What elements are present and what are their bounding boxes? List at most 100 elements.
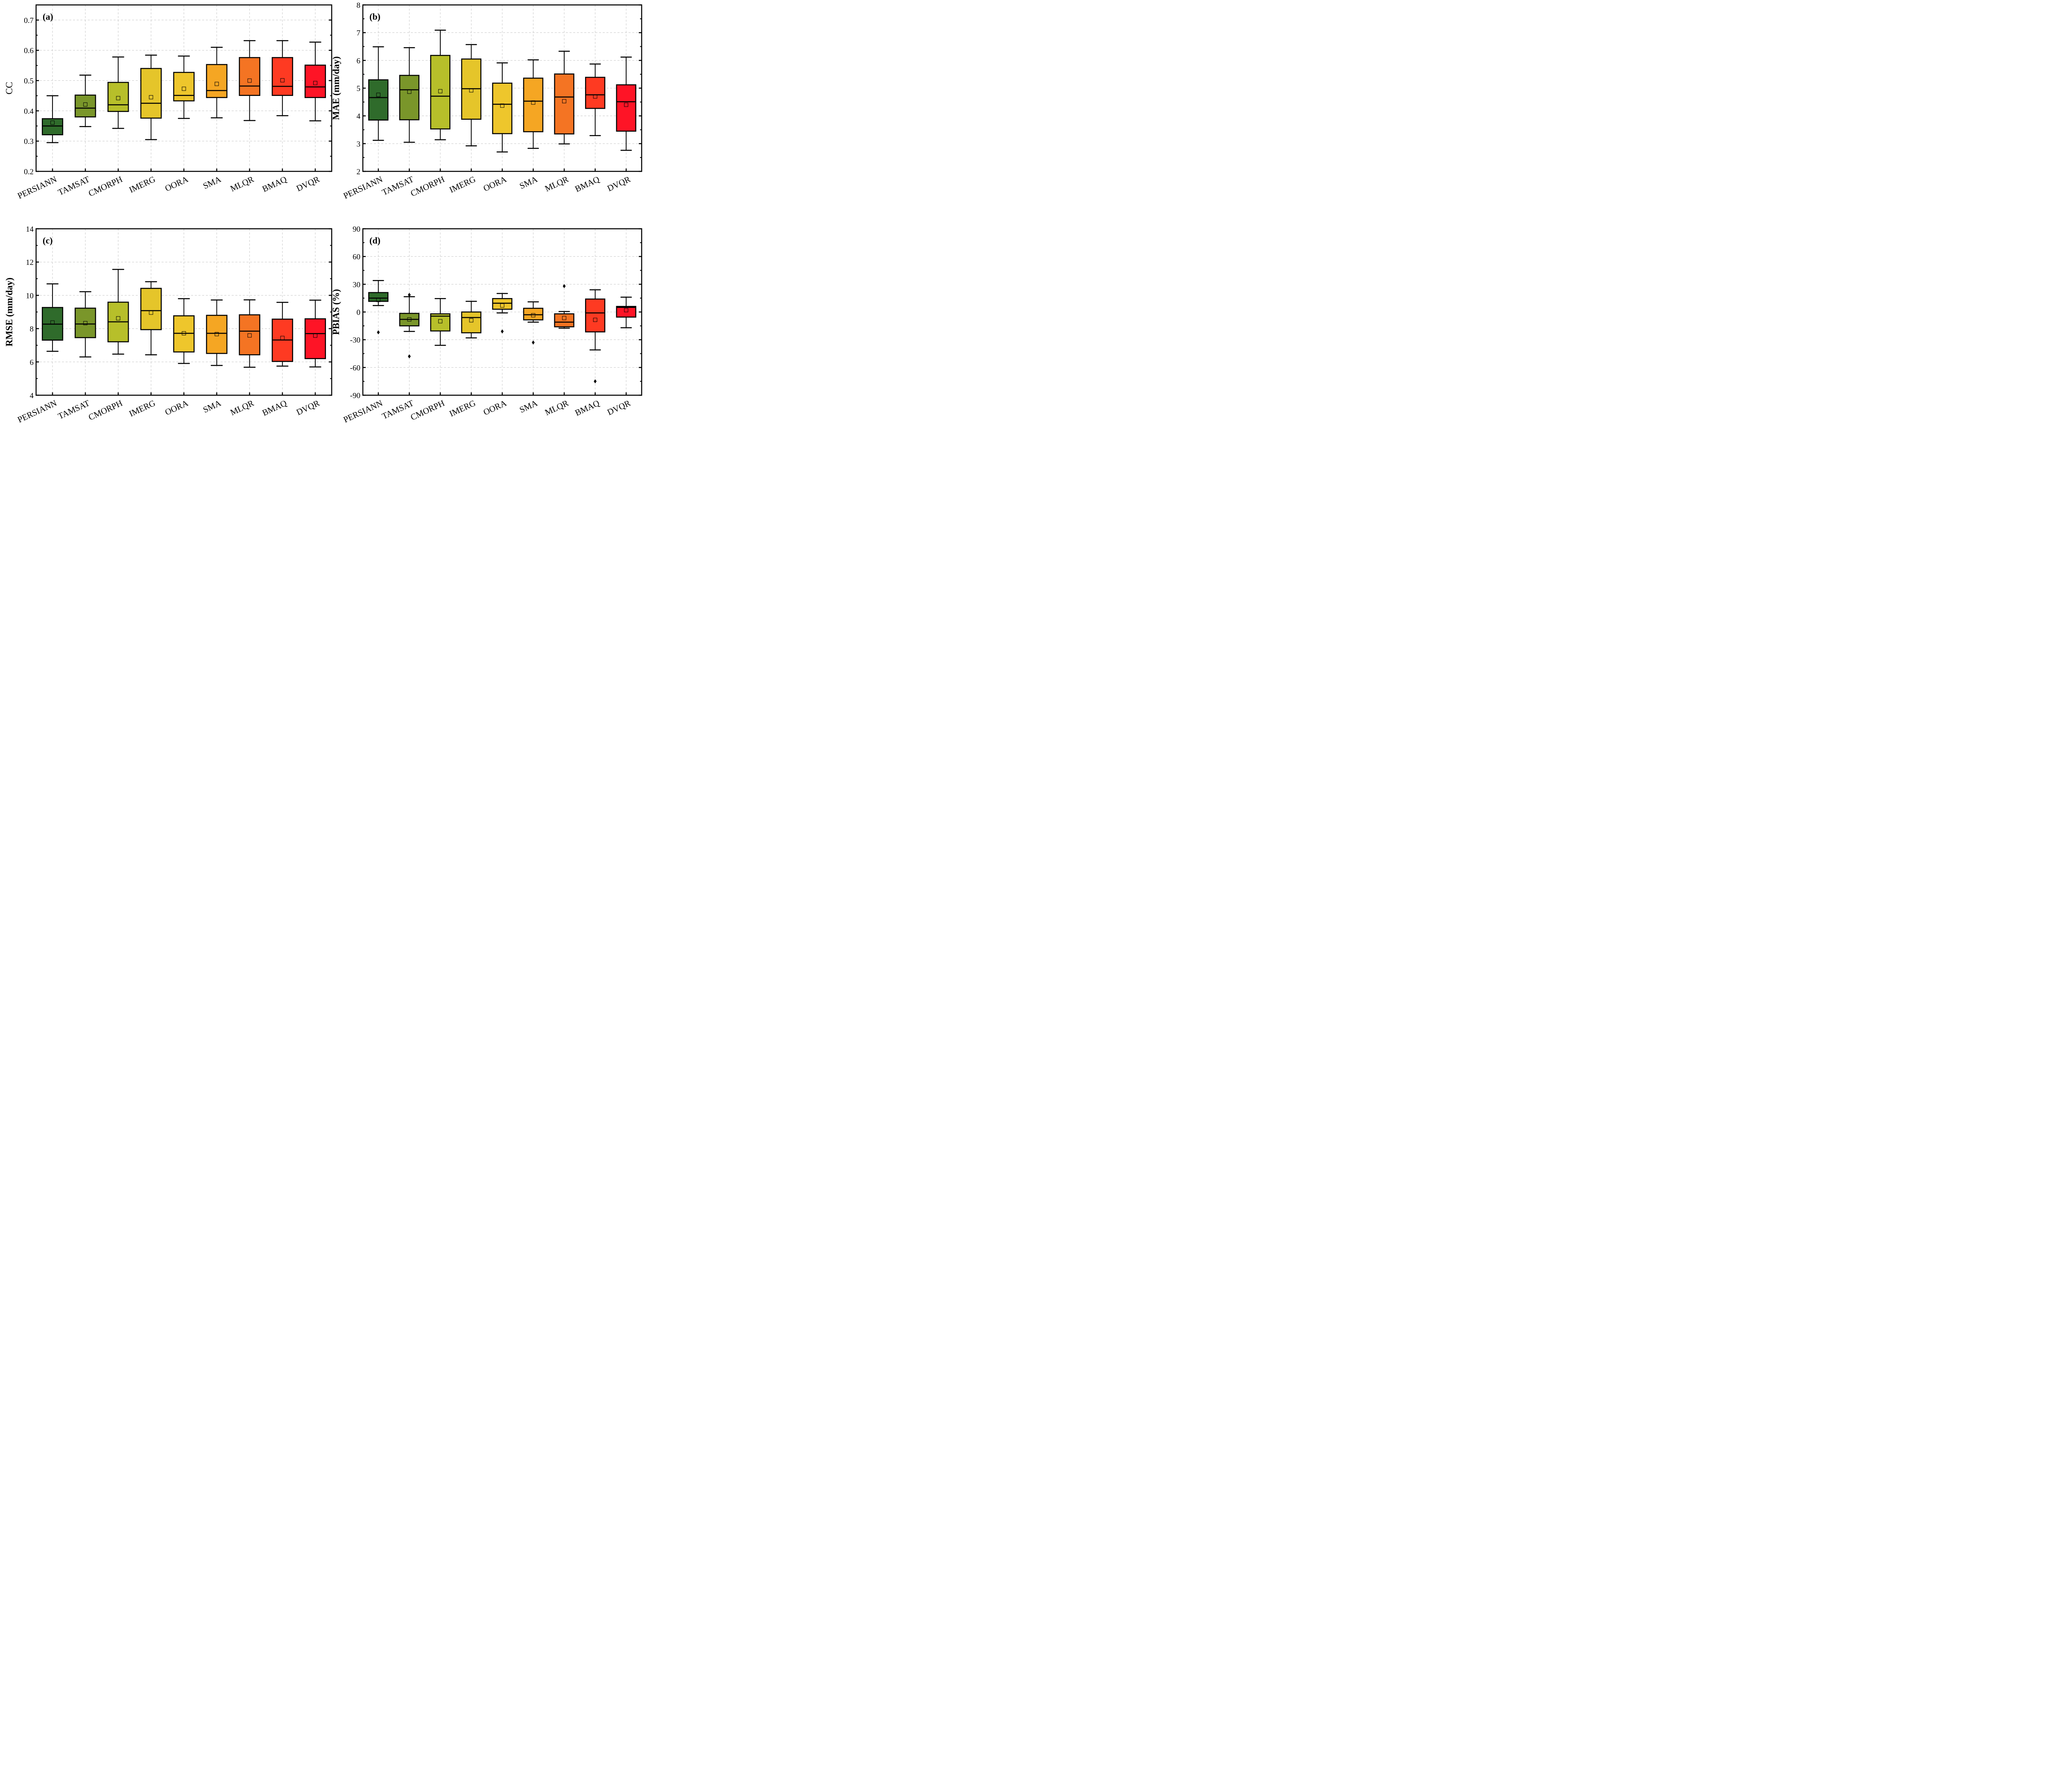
box-tamsat bbox=[399, 47, 420, 143]
y-tick-label: 0.3 bbox=[24, 137, 34, 146]
box-mlqr bbox=[239, 299, 260, 368]
iqr-box bbox=[41, 118, 64, 135]
box-tamsat bbox=[75, 75, 96, 127]
mean-marker bbox=[438, 89, 442, 93]
x-tick-label: PERSIANN bbox=[342, 398, 384, 425]
x-tick-label: IMERG bbox=[448, 174, 477, 195]
mean-marker bbox=[531, 100, 535, 105]
y-tick-label: 0.5 bbox=[24, 77, 34, 86]
x-tick-label: PERSIANN bbox=[16, 174, 58, 201]
x-tick-label: TAMSAT bbox=[57, 174, 91, 198]
x-tick-label: IMERG bbox=[128, 398, 157, 419]
y-axis-title: CC bbox=[4, 82, 14, 95]
mean-marker bbox=[149, 310, 153, 315]
y-tick-label: -60 bbox=[350, 364, 360, 372]
box-bmaq bbox=[271, 302, 293, 367]
mean-marker bbox=[280, 78, 285, 82]
box-dvqr bbox=[616, 296, 636, 328]
box-mlqr bbox=[239, 40, 260, 121]
iqr-box bbox=[585, 298, 606, 332]
x-tick-label: MLQR bbox=[543, 174, 570, 194]
y-axis-title: RMSE (mm/day) bbox=[4, 278, 14, 346]
iqr-box bbox=[554, 313, 574, 328]
y-tick-label: 0.4 bbox=[24, 107, 34, 116]
mean-marker bbox=[407, 89, 412, 94]
mean-marker bbox=[313, 81, 317, 85]
mean-marker bbox=[562, 316, 567, 320]
box-sma bbox=[206, 299, 228, 366]
mean-marker bbox=[83, 102, 88, 107]
y-tick-label: 7 bbox=[357, 29, 361, 38]
y-tick-label: -90 bbox=[350, 392, 360, 400]
box-oora bbox=[173, 298, 195, 364]
y-axis-title: PBIAS (%) bbox=[331, 289, 341, 335]
y-tick-label: 30 bbox=[353, 280, 360, 289]
iqr-box bbox=[140, 68, 162, 119]
iqr-box bbox=[492, 82, 512, 134]
y-tick-label: 3 bbox=[357, 140, 361, 148]
box-tamsat bbox=[75, 291, 96, 357]
box-sma bbox=[523, 301, 544, 345]
mean-marker bbox=[593, 94, 597, 99]
iqr-box bbox=[616, 84, 636, 132]
mean-marker bbox=[149, 95, 153, 100]
outlier-point bbox=[563, 284, 566, 288]
iqr-box bbox=[239, 314, 260, 355]
x-tick-label: CMORPH bbox=[87, 398, 124, 422]
outlier-point bbox=[377, 330, 380, 335]
x-tick-label: OORA bbox=[482, 398, 508, 417]
iqr-box bbox=[461, 311, 482, 333]
x-tick-label: IMERG bbox=[128, 174, 157, 195]
mean-marker bbox=[247, 333, 252, 338]
box-tamsat bbox=[399, 293, 420, 359]
y-tick-label: 0 bbox=[357, 308, 361, 317]
y-axis-title: MAE (mm/day) bbox=[331, 56, 341, 120]
iqr-box bbox=[430, 313, 451, 332]
iqr-box bbox=[368, 292, 389, 302]
y-tick-label: 60 bbox=[353, 253, 360, 262]
x-tick-label: CMORPH bbox=[409, 174, 446, 198]
box-bmaq bbox=[271, 40, 293, 116]
box-dvqr bbox=[304, 41, 326, 121]
box-imerg bbox=[461, 301, 482, 339]
y-tick-label: 4 bbox=[30, 392, 34, 400]
box-persiann bbox=[41, 283, 64, 352]
x-tick-label: BMAQ bbox=[574, 398, 601, 418]
mean-marker bbox=[531, 313, 535, 317]
outlier-point bbox=[408, 354, 411, 359]
mean-marker bbox=[376, 298, 380, 302]
box-oora bbox=[173, 55, 195, 119]
mean-marker bbox=[562, 99, 567, 103]
iqr-box bbox=[206, 64, 228, 98]
mean-marker bbox=[500, 103, 504, 108]
box-persiann bbox=[368, 46, 389, 141]
iqr-box bbox=[173, 315, 195, 353]
mean-marker bbox=[407, 317, 412, 322]
y-tick-label: 5 bbox=[357, 84, 361, 93]
box-cmorph bbox=[430, 30, 451, 141]
x-tick-label: BMAQ bbox=[261, 398, 288, 418]
x-tick-label: CMORPH bbox=[409, 398, 446, 422]
x-tick-label: PERSIANN bbox=[342, 174, 384, 201]
iqr-box bbox=[173, 72, 195, 102]
iqr-box bbox=[304, 318, 326, 359]
panel-label: (d) bbox=[369, 235, 380, 246]
y-tick-label: 12 bbox=[26, 258, 34, 267]
iqr-box bbox=[75, 307, 96, 338]
mean-marker bbox=[593, 318, 597, 322]
mean-marker bbox=[182, 87, 186, 91]
box-cmorph bbox=[107, 56, 129, 129]
iqr-box bbox=[107, 82, 129, 112]
x-tick-label: SMA bbox=[201, 174, 223, 191]
x-tick-label: TAMSAT bbox=[380, 174, 415, 198]
x-tick-label: DVQR bbox=[606, 398, 632, 417]
y-tick-label: 2 bbox=[357, 168, 361, 176]
y-tick-label: 14 bbox=[26, 225, 34, 234]
x-tick-label: DVQR bbox=[295, 174, 321, 194]
panel-label: (c) bbox=[43, 235, 52, 246]
